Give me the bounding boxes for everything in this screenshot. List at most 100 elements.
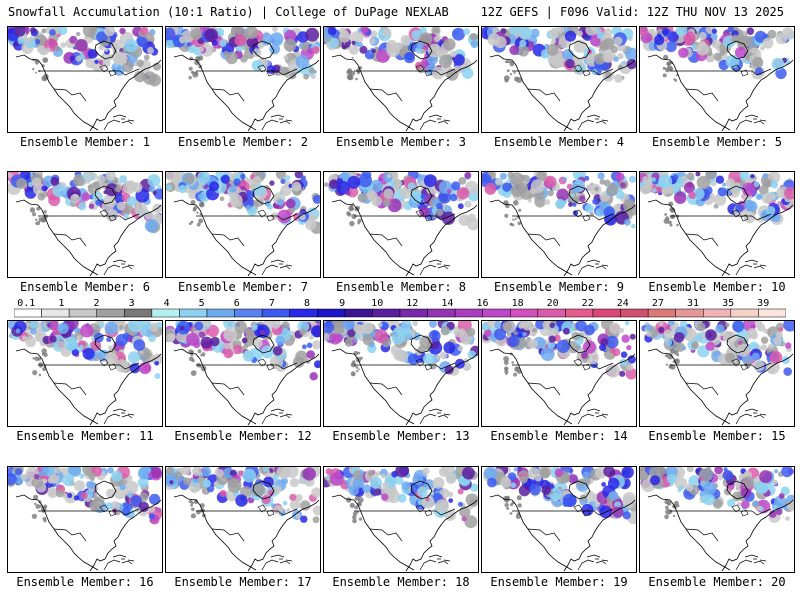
gulf-coast <box>419 559 449 571</box>
snow-cell <box>549 322 555 329</box>
ensemble-panel <box>323 171 479 278</box>
snow-cell <box>669 324 675 330</box>
snow-cell <box>352 202 355 205</box>
snow-cell <box>28 181 34 188</box>
snow-cell <box>235 494 248 507</box>
snow-cell <box>38 217 42 221</box>
legend-label: 8 <box>304 298 310 309</box>
hudson-bay <box>410 334 433 354</box>
snow-cell <box>470 40 478 49</box>
snow-cell <box>713 193 727 206</box>
legend-swatch <box>427 308 456 318</box>
snow-cell <box>107 345 114 351</box>
snowfall-field <box>482 27 636 83</box>
snow-cell <box>436 208 444 216</box>
snow-cell <box>154 373 161 380</box>
snow-cell <box>305 27 320 42</box>
snow-cell <box>457 501 464 507</box>
snow-cell <box>204 28 219 42</box>
snow-cell <box>15 468 23 476</box>
snow-cell <box>412 321 418 327</box>
snow-cell <box>732 321 745 333</box>
snow-cell <box>381 473 386 479</box>
snow-cell <box>254 184 266 196</box>
snow-cell <box>373 488 382 496</box>
snow-cell <box>397 493 407 503</box>
snow-cell <box>658 174 673 189</box>
snow-cell <box>289 478 299 488</box>
snowfall-field <box>324 172 478 231</box>
snow-cell <box>42 478 48 484</box>
chart-title: Snowfall Accumulation (10:1 Ratio) | Col… <box>8 5 449 19</box>
snow-cell <box>662 73 667 78</box>
snow-cell <box>511 223 515 227</box>
gulf-coast <box>261 264 291 276</box>
snowfall-field <box>8 172 162 234</box>
snow-cell <box>186 42 191 47</box>
snow-cell <box>85 178 91 184</box>
ensemble-panel <box>323 466 479 573</box>
snow-cell <box>192 71 199 78</box>
snow-cell <box>674 191 687 204</box>
snow-cell <box>356 370 359 373</box>
snow-cell <box>387 198 402 213</box>
snow-cell <box>41 75 47 82</box>
snow-cell <box>464 515 478 529</box>
snow-cell <box>594 53 606 65</box>
snow-cell <box>48 489 55 496</box>
gulf-coast <box>735 264 765 276</box>
snow-cell <box>672 514 676 518</box>
snow-cell <box>694 335 700 341</box>
snow-cell <box>308 334 314 340</box>
snow-cell <box>444 365 454 375</box>
snow-cell <box>646 331 652 337</box>
snow-cell <box>105 183 119 197</box>
legend-label: 2 <box>93 298 99 309</box>
snow-cell <box>87 49 98 59</box>
snow-cell <box>148 334 156 343</box>
snow-cell <box>457 203 464 210</box>
snow-cell <box>484 182 497 195</box>
snow-cell <box>358 517 363 521</box>
snow-cell <box>191 501 194 505</box>
member-label: Ensemble Member: 18 <box>332 575 470 589</box>
hudson-bay <box>252 480 275 500</box>
snow-cell <box>306 342 313 349</box>
gulf-coast <box>103 264 133 276</box>
snow-cell <box>277 209 292 224</box>
coastline <box>173 348 320 426</box>
snow-cell <box>717 473 724 480</box>
snow-cell <box>487 477 497 488</box>
hudson-bay <box>568 334 591 354</box>
snow-cell <box>682 346 687 351</box>
hudson-bay <box>568 40 591 60</box>
snow-cell <box>725 322 730 327</box>
snow-cell <box>467 218 478 231</box>
snow-cell <box>250 494 255 499</box>
snow-cell <box>280 184 292 196</box>
snow-cell <box>519 27 533 40</box>
snow-cell <box>355 365 359 369</box>
snow-cell <box>8 473 17 486</box>
legend-swatch <box>620 308 649 318</box>
snow-cell <box>202 479 211 488</box>
snow-cell <box>34 38 41 45</box>
member-label: Ensemble Member: 17 <box>174 575 312 589</box>
snow-cell <box>215 469 224 478</box>
snow-cell <box>270 321 281 329</box>
snowfall-field <box>641 321 794 376</box>
snow-cell <box>360 27 369 34</box>
gulf-coast <box>735 413 765 425</box>
snow-cell <box>252 176 262 185</box>
member-label: Ensemble Member: 15 <box>648 429 786 443</box>
snow-cell <box>272 27 278 32</box>
snow-cell <box>615 172 625 182</box>
snow-cell <box>357 351 361 355</box>
snow-cell <box>125 480 139 494</box>
snow-cell <box>219 196 225 202</box>
snow-cell <box>35 222 38 225</box>
snow-cell <box>715 175 725 184</box>
great-lakes <box>731 209 749 222</box>
snow-cell <box>130 495 143 507</box>
ensemble-panel <box>639 320 795 427</box>
